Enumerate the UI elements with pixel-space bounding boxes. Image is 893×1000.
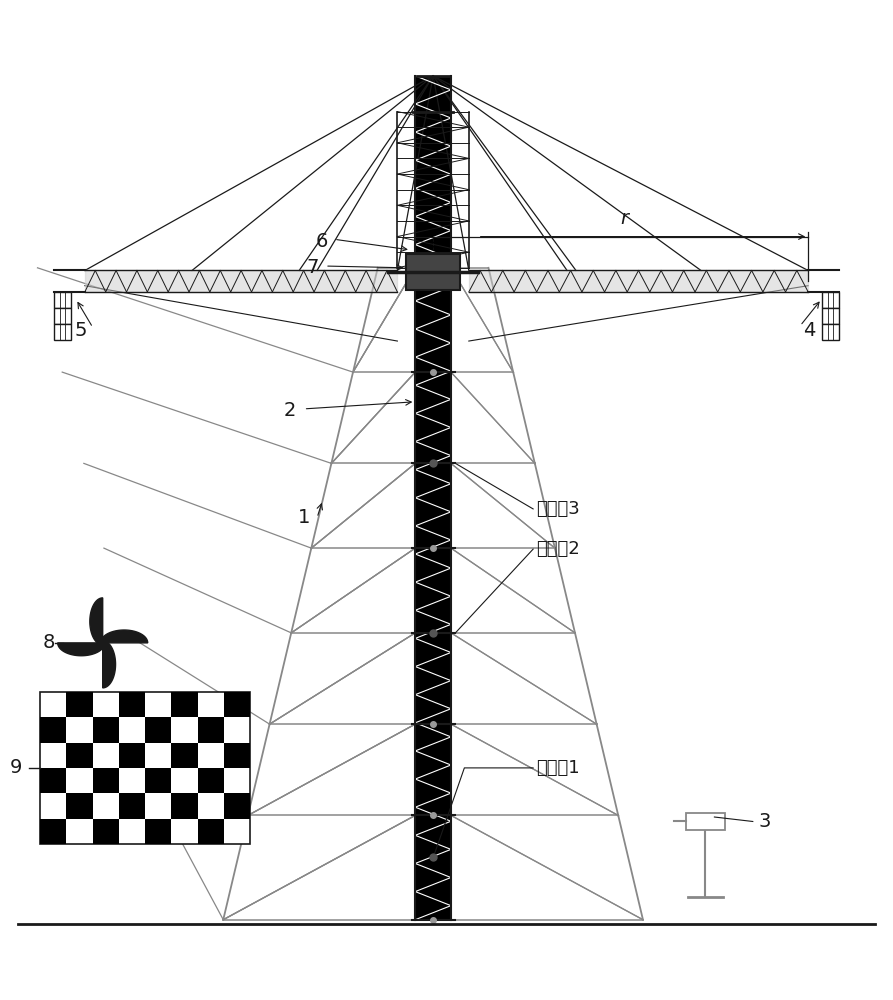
Bar: [145, 768, 171, 793]
Bar: [54, 292, 71, 308]
Bar: [119, 743, 145, 768]
Polygon shape: [101, 630, 147, 643]
Text: 4: 4: [803, 321, 815, 340]
Text: 监测点1: 监测点1: [536, 759, 580, 777]
Bar: [40, 692, 250, 844]
Bar: [40, 819, 66, 844]
Text: $r$: $r$: [620, 209, 630, 228]
Bar: [197, 819, 224, 844]
Bar: [171, 692, 197, 717]
Bar: [66, 793, 93, 819]
Bar: [66, 743, 93, 768]
Polygon shape: [58, 643, 104, 656]
Bar: [66, 692, 93, 717]
Bar: [171, 793, 197, 819]
Text: 监测点3: 监测点3: [536, 500, 580, 518]
Bar: [54, 308, 71, 324]
Bar: [119, 692, 145, 717]
Polygon shape: [90, 598, 103, 645]
Text: 7: 7: [306, 258, 319, 277]
Text: 8: 8: [43, 633, 55, 652]
Bar: [145, 819, 171, 844]
Bar: [145, 717, 171, 743]
Bar: [822, 324, 839, 340]
Bar: [822, 292, 839, 308]
Bar: [54, 324, 71, 340]
Bar: [93, 717, 119, 743]
Bar: [224, 793, 250, 819]
Text: 9: 9: [10, 758, 22, 777]
Bar: [197, 717, 224, 743]
Bar: [197, 768, 224, 793]
Bar: [686, 813, 725, 830]
Text: 监测点2: 监测点2: [536, 540, 580, 558]
Text: 3: 3: [758, 812, 771, 831]
Bar: [119, 793, 145, 819]
Bar: [93, 819, 119, 844]
Bar: [224, 692, 250, 717]
Polygon shape: [103, 641, 115, 688]
Bar: [93, 768, 119, 793]
Bar: [40, 768, 66, 793]
Bar: [171, 743, 197, 768]
Text: 1: 1: [297, 508, 310, 527]
Bar: [822, 308, 839, 324]
Text: 6: 6: [315, 232, 328, 251]
Bar: [415, 76, 451, 920]
Text: 2: 2: [284, 401, 296, 420]
Text: 5: 5: [74, 321, 87, 340]
Bar: [40, 717, 66, 743]
Bar: [406, 254, 460, 290]
Bar: [224, 743, 250, 768]
